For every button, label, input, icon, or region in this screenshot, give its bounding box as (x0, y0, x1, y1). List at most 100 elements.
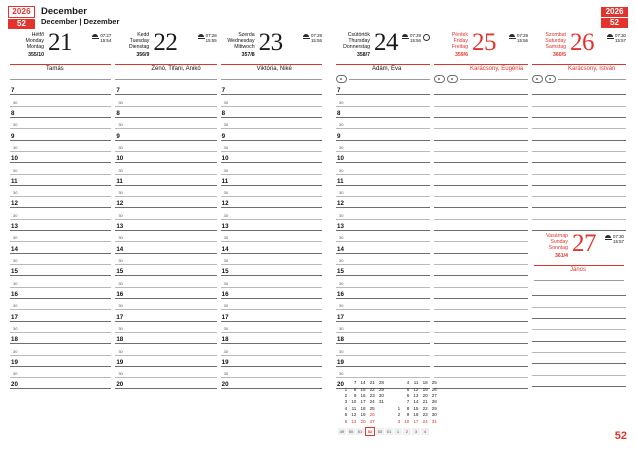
half-hour-row-7[interactable]: 30 (220, 95, 322, 107)
hour-row-12[interactable]: 12 (10, 197, 112, 209)
hour-row-7[interactable] (532, 285, 626, 297)
hour-row-13[interactable]: 13 (336, 220, 430, 232)
hour-row-19[interactable]: 19 (220, 356, 322, 367)
hour-row-14[interactable] (434, 242, 528, 254)
half-hour-row-17[interactable]: 30 (220, 322, 322, 333)
hour-row-10[interactable] (532, 152, 626, 164)
week-number-cell[interactable]: 51 (356, 428, 364, 435)
first-note-line[interactable] (115, 78, 217, 80)
hour-row-20[interactable]: 20 (115, 378, 217, 390)
half-hour-row-19[interactable]: 30 (220, 367, 322, 379)
half-hour-row-9[interactable] (532, 342, 626, 353)
hour-row-14[interactable]: 14 (336, 242, 430, 254)
half-hour-row-14[interactable]: 30 (336, 254, 430, 265)
half-hour-row-10[interactable] (532, 364, 626, 376)
half-hour-row-18[interactable]: 30 (115, 344, 217, 356)
hour-row-8[interactable]: 8 (115, 107, 217, 118)
half-hour-row-15[interactable]: 30 (336, 276, 430, 288)
hour-row-9[interactable]: 9 (115, 129, 217, 141)
half-hour-row-11[interactable]: 30 (115, 186, 217, 198)
hour-row-14[interactable]: 14 (220, 242, 322, 254)
half-hour-row-11[interactable] (434, 186, 528, 198)
half-hour-row-18[interactable]: 30 (336, 344, 430, 356)
hour-row-12[interactable] (532, 197, 626, 209)
half-hour-row-11[interactable]: 30 (336, 186, 430, 198)
hour-row-11[interactable] (532, 175, 626, 186)
half-hour-row-12[interactable]: 30 (336, 208, 430, 220)
half-hour-row-8[interactable] (532, 319, 626, 331)
hour-row-17[interactable]: 17 (10, 310, 112, 322)
half-hour-row-19[interactable]: 30 (336, 367, 430, 379)
half-hour-row-9[interactable] (434, 141, 528, 152)
hour-row-20[interactable]: 20 (10, 378, 112, 390)
hour-row-17[interactable] (434, 310, 528, 322)
hour-row-16[interactable]: 16 (220, 288, 322, 299)
hour-row-12[interactable]: 12 (336, 197, 430, 209)
half-hour-row-8[interactable]: 30 (220, 118, 322, 130)
half-hour-row-7[interactable]: 30 (115, 95, 217, 107)
half-hour-row-10[interactable]: 30 (10, 163, 112, 175)
hour-row-10[interactable] (434, 152, 528, 164)
half-hour-row-7[interactable] (434, 95, 528, 107)
hour-row-11[interactable]: 11 (336, 175, 430, 186)
half-hour-row-7[interactable]: 30 (10, 95, 112, 107)
hour-row-18[interactable]: 18 (115, 333, 217, 345)
hour-row-19[interactable]: 19 (115, 356, 217, 367)
half-hour-row-17[interactable]: 30 (10, 322, 112, 333)
half-hour-row-19[interactable]: 30 (115, 367, 217, 379)
hour-row-15[interactable]: 15 (336, 265, 430, 277)
half-hour-row-8[interactable] (532, 118, 626, 130)
hour-row-10[interactable]: 10 (115, 152, 217, 164)
week-number-cell[interactable]: 3 (412, 428, 420, 435)
hour-row-10[interactable] (532, 353, 626, 365)
half-hour-row-13[interactable]: 30 (336, 231, 430, 243)
hour-row-8[interactable]: 8 (220, 107, 322, 118)
hour-row-9[interactable]: 9 (10, 129, 112, 141)
mini-calendar-right-block[interactable]: 4 11 18 25 5 12 19 26 6 13 20 27 7 14 21 28 1 8 15 22 29 2 9 16… (391, 380, 437, 425)
hour-row-18[interactable]: 18 (10, 333, 112, 345)
first-note-line[interactable] (10, 78, 112, 80)
half-hour-row-11[interactable]: 30 (10, 186, 112, 198)
hour-row-13[interactable]: 13 (10, 220, 112, 232)
half-hour-row-8[interactable]: 30 (10, 118, 112, 130)
mini-calendar-left-block[interactable]: 7 14 21 28 1 8 15 22 29 2 9 16 23 30 3 10 17 24 31 4 11 18 25 5… (338, 380, 384, 425)
hour-row-19[interactable]: 19 (10, 356, 112, 367)
half-hour-row-7[interactable]: 30 (336, 95, 430, 107)
half-hour-row-16[interactable]: 30 (115, 299, 217, 311)
half-hour-row-9[interactable]: 30 (10, 141, 112, 152)
hour-row-11[interactable]: 11 (115, 175, 217, 186)
week-number-cell[interactable]: 4 (421, 428, 429, 435)
note-badge-icon[interactable] (336, 75, 347, 83)
hour-row-12[interactable] (434, 197, 528, 209)
half-hour-row-10[interactable]: 30 (220, 163, 322, 175)
half-hour-row-7[interactable] (532, 95, 626, 107)
hour-row-11[interactable]: 11 (220, 175, 322, 186)
hour-row-15[interactable]: 15 (115, 265, 217, 277)
hour-row-7[interactable]: 7 (115, 84, 217, 96)
hour-row-11[interactable]: 11 (10, 175, 112, 186)
half-hour-row-12[interactable]: 30 (220, 208, 322, 220)
hour-row-8[interactable] (532, 308, 626, 319)
first-note-line[interactable] (534, 279, 624, 281)
hour-row-19[interactable] (434, 356, 528, 367)
note-badge-icon[interactable] (545, 75, 556, 83)
hour-row-18[interactable]: 18 (336, 333, 430, 345)
half-hour-row-13[interactable]: 30 (115, 231, 217, 243)
week-number-cell[interactable]: 1 (394, 428, 402, 435)
hour-row-13[interactable] (532, 220, 626, 232)
hour-row-11[interactable] (532, 376, 626, 387)
half-hour-row-7[interactable] (532, 296, 626, 308)
hour-row-19[interactable]: 19 (336, 356, 430, 367)
half-hour-row-14[interactable]: 30 (220, 254, 322, 265)
half-hour-row-18[interactable]: 30 (10, 344, 112, 356)
hour-row-10[interactable]: 10 (10, 152, 112, 164)
first-note-line[interactable] (349, 78, 430, 80)
hour-row-8[interactable] (434, 107, 528, 118)
hour-row-7[interactable] (532, 84, 626, 96)
half-hour-row-10[interactable]: 30 (336, 163, 430, 175)
hour-row-13[interactable] (434, 220, 528, 232)
half-hour-row-18[interactable] (434, 344, 528, 356)
hour-row-9[interactable]: 9 (336, 129, 430, 141)
week-number-strip[interactable]: 49 50 51 52 53 01 1 2 3 4 (338, 427, 474, 436)
half-hour-row-9[interactable]: 30 (336, 141, 430, 152)
